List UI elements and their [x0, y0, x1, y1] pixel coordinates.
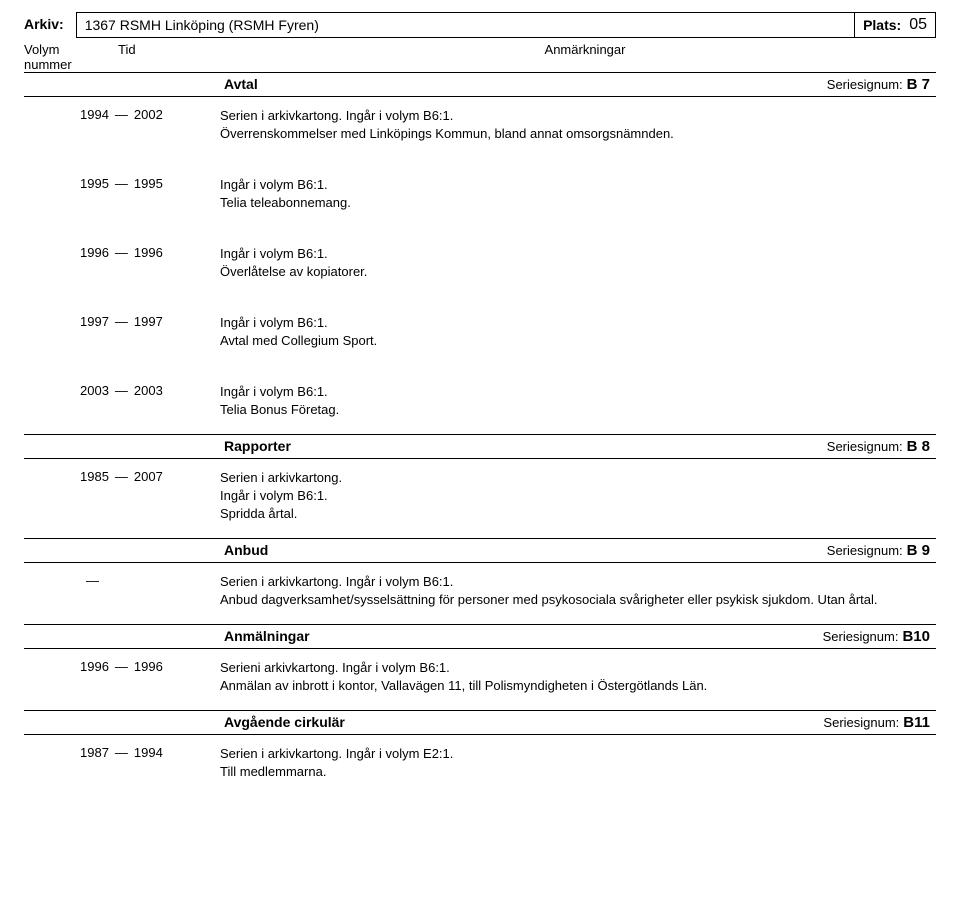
entry-description: Serien i arkivkartong. Ingår i volym B6:…: [220, 107, 930, 142]
series-signum-wrap: Seriesignum: B 9: [827, 542, 930, 559]
year-from: 1996: [80, 245, 109, 280]
volym-col-label: Volym: [24, 42, 94, 57]
section-spacer: [24, 522, 936, 532]
series-header: Anbud Seriesignum: B 9: [24, 538, 936, 563]
plats-value: 05: [909, 16, 927, 34]
entry-row: 1997—1997Ingår i volym B6:1.Avtal med Co…: [24, 304, 936, 349]
entry-row: 1987—1994Serien i arkivkartong. Ingår i …: [24, 735, 936, 780]
plats-label: Plats:: [863, 17, 901, 33]
series-signum-label: Seriesignum:: [827, 77, 903, 92]
series-signum-wrap: Seriesignum: B11: [823, 714, 930, 731]
entry-row: 1985—2007Serien i arkivkartong.Ingår i v…: [24, 459, 936, 522]
year-range: 2003—2003: [30, 383, 220, 418]
section-spacer: [24, 780, 936, 790]
year-to: 2007: [134, 469, 163, 522]
year-from: 1987: [80, 745, 109, 780]
year-dash: —: [115, 659, 128, 694]
section-spacer: [24, 694, 936, 704]
year-to: 1997: [134, 314, 163, 349]
series-signum-value: B10: [902, 628, 930, 645]
tid-col-label: Tid: [94, 42, 234, 57]
year-range: —: [30, 573, 220, 608]
series-signum-value: B 9: [907, 542, 930, 559]
series-signum-label: Seriesignum:: [823, 629, 899, 644]
year-to: 2002: [134, 107, 163, 142]
entry-description: Ingår i volym B6:1.Avtal med Collegium S…: [220, 314, 930, 349]
series-signum-value: B 7: [907, 76, 930, 93]
series-signum-wrap: Seriesignum: B 7: [827, 76, 930, 93]
year-range: 1987—1994: [30, 745, 220, 780]
year-to: 1996: [134, 245, 163, 280]
year-range: 1995—1995: [30, 176, 220, 211]
series-title: Anmälningar: [224, 628, 310, 644]
entry-description: Serien i arkivkartong. Ingår i volym B6:…: [220, 573, 930, 608]
entry-description: Ingår i volym B6:1.Telia teleabonnemang.: [220, 176, 930, 211]
section-spacer: [24, 418, 936, 428]
series-signum-value: B11: [903, 714, 930, 731]
series-header: Avtal Seriesignum: B 7: [24, 72, 936, 97]
anm-col-label: Anmärkningar: [234, 42, 936, 57]
year-dash: —: [115, 107, 128, 142]
entry-description: Ingår i volym B6:1.Telia Bonus Företag.: [220, 383, 930, 418]
year-to: 1994: [134, 745, 163, 780]
entry-description: Serieni arkivkartong. Ingår i volym B6:1…: [220, 659, 930, 694]
arkiv-label: Arkiv:: [24, 12, 64, 32]
entry-description: Serien i arkivkartong.Ingår i volym B6:1…: [220, 469, 930, 522]
entry-row: 1995—1995Ingår i volym B6:1.Telia teleab…: [24, 166, 936, 211]
year-dash: —: [115, 176, 128, 211]
year-range: 1994—2002: [30, 107, 220, 142]
series-title: Rapporter: [224, 438, 291, 454]
year-dash: —: [115, 469, 128, 522]
series-signum-value: B 8: [907, 438, 930, 455]
year-from: 1997: [80, 314, 109, 349]
entry-spacer: [24, 211, 936, 235]
year-dash: —: [115, 745, 128, 780]
year-dash: —: [115, 383, 128, 418]
series-title: Anbud: [224, 542, 268, 558]
archive-header: Arkiv: 1367 RSMH Linköping (RSMH Fyren) …: [24, 12, 936, 38]
plats-box: Plats: 05: [854, 12, 936, 38]
series-header: Avgående cirkulär Seriesignum: B11: [24, 710, 936, 735]
year-range: 1997—1997: [30, 314, 220, 349]
series-signum-label: Seriesignum:: [827, 543, 903, 558]
entry-description: Ingår i volym B6:1.Överlåtelse av kopiat…: [220, 245, 930, 280]
series-signum-wrap: Seriesignum: B 8: [827, 438, 930, 455]
series-title: Avgående cirkulär: [224, 714, 345, 730]
entry-row: 1996—1996Serieni arkivkartong. Ingår i v…: [24, 649, 936, 694]
year-to: 2003: [134, 383, 163, 418]
year-dash: —: [86, 573, 99, 608]
nummer-text: nummer: [24, 57, 936, 72]
entry-description: Serien i arkivkartong. Ingår i volym E2:…: [220, 745, 930, 780]
year-from: 1995: [80, 176, 109, 211]
year-to: 1996: [134, 659, 163, 694]
series-title: Avtal: [224, 76, 258, 92]
series-signum-label: Seriesignum:: [827, 439, 903, 454]
section-spacer: [24, 608, 936, 618]
arkiv-value: 1367 RSMH Linköping (RSMH Fyren): [76, 12, 854, 38]
entry-spacer: [24, 142, 936, 166]
year-range: 1996—1996: [30, 659, 220, 694]
year-from: 1994: [80, 107, 109, 142]
entry-spacer: [24, 349, 936, 373]
year-from: 1996: [80, 659, 109, 694]
year-from: 1985: [80, 469, 109, 522]
entry-row: 2003—2003Ingår i volym B6:1.Telia Bonus …: [24, 373, 936, 418]
year-dash: —: [115, 245, 128, 280]
year-range: 1996—1996: [30, 245, 220, 280]
entry-row: — Serien i arkivkartong. Ingår i volym B6…: [24, 563, 936, 608]
entry-spacer: [24, 280, 936, 304]
entry-row: 1996—1996Ingår i volym B6:1.Överlåtelse …: [24, 235, 936, 280]
column-header: Volym Tid Anmärkningar: [24, 42, 936, 57]
series-header: Anmälningar Seriesignum:B10: [24, 624, 936, 649]
series-header: Rapporter Seriesignum: B 8: [24, 434, 936, 459]
series-signum-wrap: Seriesignum:B10: [823, 628, 930, 645]
year-range: 1985—2007: [30, 469, 220, 522]
series-signum-label: Seriesignum:: [823, 715, 899, 730]
year-to: 1995: [134, 176, 163, 211]
entry-row: 1994—2002Serien i arkivkartong. Ingår i …: [24, 97, 936, 142]
year-dash: —: [115, 314, 128, 349]
volym-text: Volym: [24, 42, 94, 57]
year-from: 2003: [80, 383, 109, 418]
